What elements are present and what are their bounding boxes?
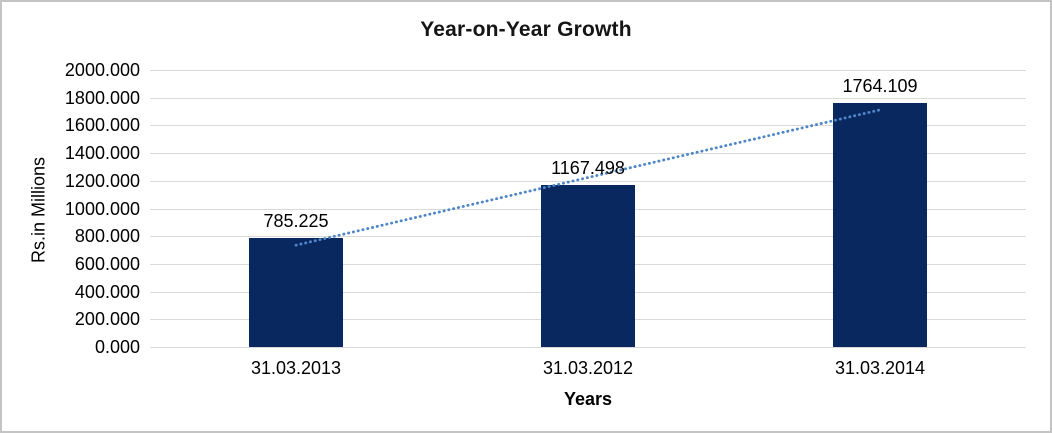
x-tick-label: 31.03.2012 <box>542 358 634 378</box>
bar-value-label: 1764.109 <box>842 76 918 96</box>
gridline <box>150 98 1026 99</box>
x-axis-title: Years <box>563 389 613 409</box>
x-tick-label: 31.03.2013 <box>250 358 342 378</box>
y-tick-label: 1400.000 <box>64 143 140 163</box>
bar-value-label: 1167.498 <box>551 158 625 178</box>
y-tick-label: 200.000 <box>74 309 140 329</box>
bar-31.03.2014 <box>833 103 927 347</box>
y-tick-label: 1800.000 <box>64 88 140 108</box>
plot-area <box>150 70 1026 348</box>
y-tick-label: 1600.000 <box>64 115 140 135</box>
y-tick-label: 600.000 <box>74 254 140 274</box>
x-tick-label: 31.03.2014 <box>834 358 926 378</box>
y-tick-label: 2000.000 <box>64 60 140 80</box>
chart-title: Year-on-Year Growth <box>420 18 632 41</box>
y-tick-label: 400.000 <box>74 282 140 302</box>
y-tick-label: 1000.000 <box>64 199 140 219</box>
gridline <box>150 153 1026 154</box>
y-tick-label: 800.000 <box>74 226 140 246</box>
gridline <box>150 347 1026 348</box>
gridline <box>150 125 1026 126</box>
bar-31.03.2012 <box>541 185 635 347</box>
trendline <box>294 108 882 247</box>
gridline <box>150 70 1026 71</box>
y-tick-label: 0.000 <box>94 337 140 357</box>
bar-value-label: 785.225 <box>263 211 329 231</box>
gridline <box>150 181 1026 182</box>
y-tick-label: 1200.000 <box>64 171 140 191</box>
bar-31.03.2013 <box>249 238 343 347</box>
